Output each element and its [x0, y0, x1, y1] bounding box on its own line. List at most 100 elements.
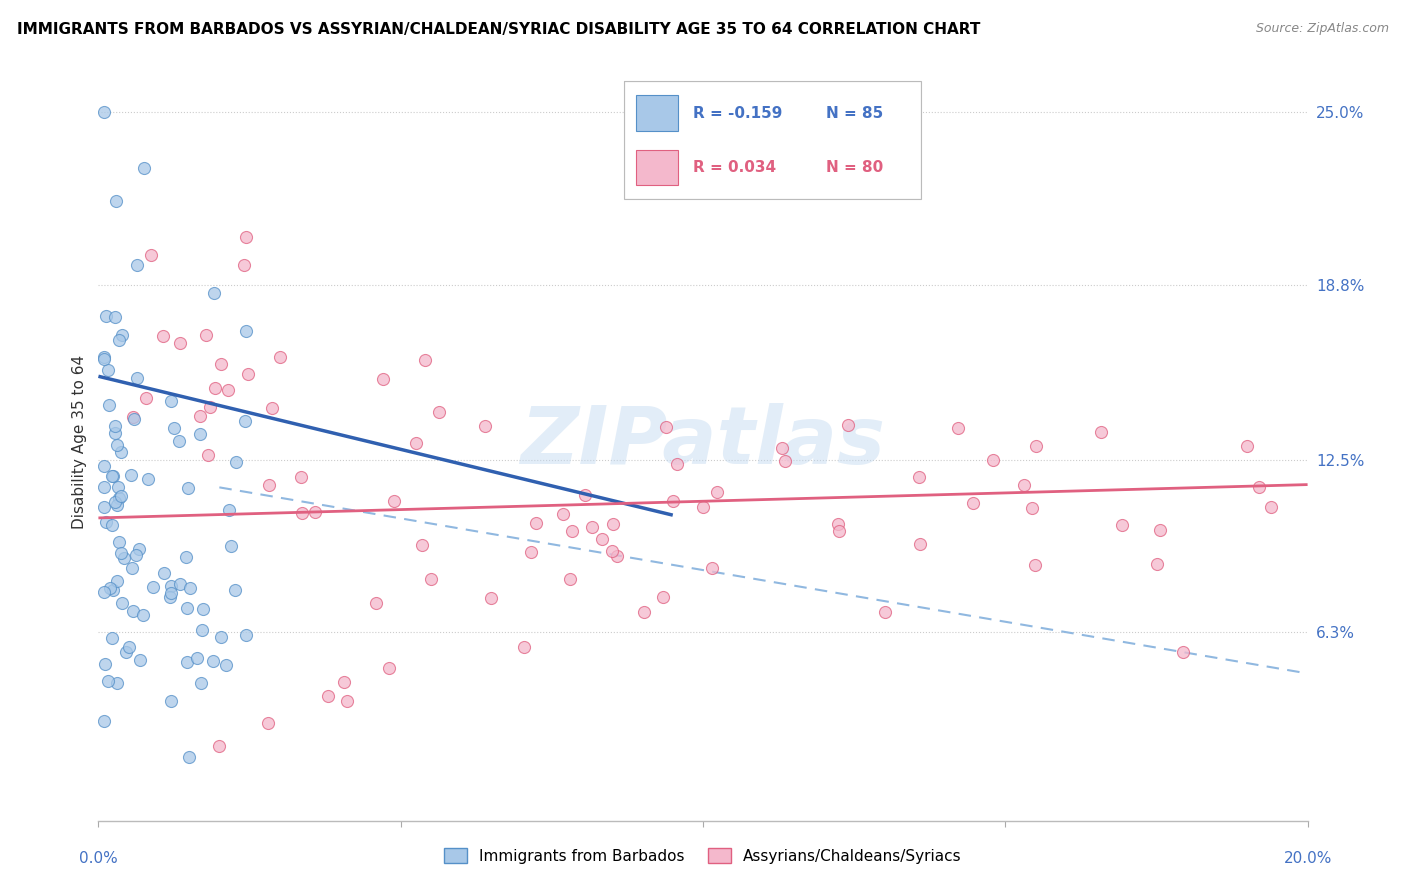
Point	[104, 419, 127, 434]
Point	[1171, 644, 1194, 658]
Point	[134, 161, 156, 175]
Text: ZIPatlas: ZIPatlas	[520, 402, 886, 481]
Point	[260, 401, 283, 415]
Point	[169, 336, 191, 351]
Point	[159, 590, 181, 604]
Point	[692, 500, 714, 514]
Point	[269, 350, 291, 364]
Text: Source: ZipAtlas.com: Source: ZipAtlas.com	[1256, 22, 1389, 36]
Point	[125, 371, 148, 385]
Point	[186, 650, 208, 665]
Point	[105, 498, 128, 512]
Point	[190, 675, 212, 690]
Point	[574, 488, 596, 502]
Point	[377, 661, 399, 675]
Point	[581, 520, 603, 534]
Point	[179, 581, 201, 595]
Point	[97, 673, 120, 688]
Point	[962, 496, 984, 510]
Point	[93, 351, 115, 366]
Point	[105, 438, 128, 452]
Point	[122, 410, 145, 425]
Point	[235, 628, 257, 642]
Point	[202, 285, 225, 300]
Point	[152, 566, 174, 581]
Point	[837, 418, 859, 433]
Point	[93, 585, 115, 599]
Point	[118, 640, 141, 655]
Text: IMMIGRANTS FROM BARBADOS VS ASSYRIAN/CHALDEAN/SYRIAC DISABILITY AGE 35 TO 64 COR: IMMIGRANTS FROM BARBADOS VS ASSYRIAN/CHA…	[17, 22, 980, 37]
Point	[104, 495, 127, 509]
Point	[104, 194, 127, 209]
Point	[104, 310, 127, 324]
Point	[215, 657, 238, 672]
Point	[427, 404, 450, 418]
Point	[176, 600, 198, 615]
Point	[177, 749, 200, 764]
Point	[520, 544, 543, 558]
Point	[633, 606, 655, 620]
Point	[1024, 439, 1046, 453]
Point	[163, 421, 186, 435]
Point	[1111, 517, 1133, 532]
Point	[191, 602, 214, 616]
Point	[198, 400, 221, 414]
Point	[561, 524, 583, 538]
Point	[908, 469, 931, 483]
Point	[875, 605, 897, 619]
Point	[946, 420, 969, 434]
Point	[336, 694, 359, 708]
Point	[218, 503, 240, 517]
Point	[828, 524, 851, 538]
Point	[110, 489, 132, 503]
Point	[238, 367, 260, 381]
Point	[558, 572, 581, 586]
Point	[235, 230, 257, 244]
Point	[224, 582, 246, 597]
Point	[142, 580, 165, 594]
Point	[190, 409, 212, 423]
Point	[159, 586, 181, 600]
Point	[101, 468, 124, 483]
Point	[103, 425, 125, 440]
Point	[591, 533, 613, 547]
Point	[1090, 425, 1112, 440]
Point	[706, 485, 728, 500]
Point	[120, 467, 142, 482]
Point	[108, 333, 131, 347]
Point	[602, 517, 624, 532]
Point	[160, 578, 183, 592]
Point	[1146, 557, 1168, 571]
Point	[111, 327, 134, 342]
Point	[97, 398, 120, 412]
Point	[217, 383, 239, 397]
Point	[257, 478, 280, 492]
Point	[108, 491, 131, 506]
Point	[97, 362, 120, 376]
Point	[256, 716, 278, 731]
Point	[606, 549, 628, 563]
Point	[107, 480, 129, 494]
Point	[197, 448, 219, 462]
Point	[108, 535, 131, 549]
Point	[124, 411, 146, 425]
Point	[602, 544, 624, 558]
Point	[364, 596, 387, 610]
Point	[316, 689, 339, 703]
Point	[474, 418, 496, 433]
Point	[524, 516, 547, 530]
Point	[665, 457, 688, 471]
Point	[96, 515, 118, 529]
Point	[93, 459, 115, 474]
Point	[112, 551, 135, 566]
Point	[110, 444, 132, 458]
Point	[411, 538, 433, 552]
Point	[101, 631, 124, 645]
Point	[152, 329, 174, 343]
Point	[201, 654, 224, 668]
Point	[1021, 500, 1043, 515]
Point	[304, 505, 326, 519]
Point	[101, 582, 124, 597]
Point	[1236, 439, 1258, 453]
Point	[135, 391, 157, 405]
